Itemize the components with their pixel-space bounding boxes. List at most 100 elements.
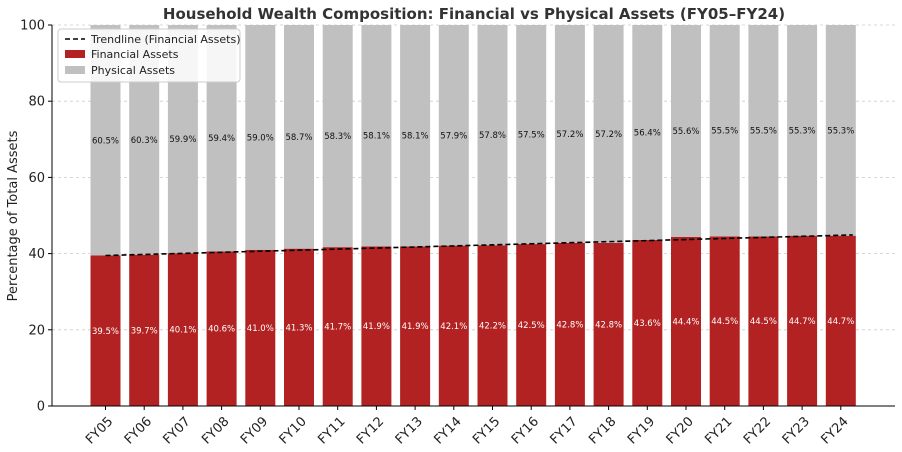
x-tick-label: FY16 — [509, 414, 542, 447]
x-tick-label: FY24 — [818, 414, 851, 447]
financial-bar — [748, 236, 779, 406]
physical-bar — [516, 25, 547, 245]
x-tick-label: FY12 — [354, 414, 387, 447]
trendline — [105, 234, 853, 257]
financial-data-label: 40.6% — [208, 325, 235, 335]
financial-data-label: 41.7% — [324, 323, 351, 333]
physical-data-label: 58.1% — [402, 132, 429, 142]
financial-data-label: 44.7% — [789, 317, 816, 327]
financial-bar — [90, 255, 121, 406]
physical-data-label: 60.5% — [92, 136, 119, 146]
y-axis-label: Percentage of Total Assets — [6, 130, 21, 301]
physical-data-label: 55.5% — [711, 127, 738, 137]
x-tick-label: FY23 — [780, 414, 813, 447]
financial-bar — [554, 242, 585, 406]
financial-bar — [400, 246, 431, 406]
financial-bar — [167, 253, 198, 406]
financial-bar — [825, 235, 856, 406]
physical-data-label: 57.5% — [518, 131, 545, 141]
financial-bar — [322, 247, 353, 406]
y-tick-label: 0 — [37, 400, 45, 415]
financial-data-label: 41.0% — [247, 324, 274, 334]
x-tick-label: FY05 — [83, 414, 116, 447]
x-tick-label: FY13 — [393, 414, 426, 447]
physical-data-label: 57.9% — [440, 131, 467, 141]
y-tick-label: 100 — [20, 19, 45, 34]
physical-bar — [671, 25, 701, 237]
physical-data-label: 55.6% — [672, 127, 699, 137]
financial-data-label: 42.2% — [479, 322, 506, 332]
financial-bar — [709, 236, 740, 406]
physical-data-label: 55.3% — [789, 126, 816, 136]
financial-bar — [361, 246, 392, 406]
financial-data-label: 41.9% — [363, 322, 390, 332]
x-tick-label: FY08 — [199, 414, 232, 447]
physical-bar — [477, 25, 508, 246]
physical-bar — [322, 25, 353, 248]
physical-data-label: 59.9% — [169, 135, 196, 145]
financial-data-label: 44.7% — [827, 317, 854, 327]
y-tick-label: 20 — [28, 323, 45, 338]
legend-physical-swatch — [65, 66, 85, 74]
financial-bar — [632, 239, 663, 406]
financial-bar — [516, 244, 547, 406]
financial-bar — [129, 254, 160, 406]
financial-data-label: 39.5% — [92, 327, 119, 337]
physical-bar — [748, 25, 779, 237]
chart-title: Household Wealth Composition: Financial … — [163, 5, 785, 23]
x-tick-label: FY20 — [664, 414, 697, 447]
physical-bar — [787, 25, 818, 236]
financial-data-label: 40.1% — [169, 326, 196, 336]
x-tick-label: FY07 — [161, 414, 194, 447]
physical-data-label: 58.3% — [324, 132, 351, 142]
legend-trendline-label: Trendline (Financial Assets) — [90, 33, 241, 46]
physical-data-label: 56.4% — [634, 128, 661, 138]
physical-bar — [554, 25, 585, 243]
physical-bar — [361, 25, 392, 247]
x-tick-label: FY14 — [431, 414, 464, 447]
x-tick-label: FY21 — [702, 414, 735, 447]
physical-bar — [825, 25, 856, 236]
financial-data-label: 44.5% — [711, 317, 738, 327]
financial-data-label: 41.3% — [285, 323, 312, 333]
financial-data-label: 44.4% — [672, 317, 699, 327]
x-tick-label: FY15 — [470, 414, 503, 447]
legend-box — [57, 28, 241, 83]
x-tick-label: FY19 — [625, 414, 658, 447]
physical-bar — [593, 25, 624, 243]
financial-data-label: 42.5% — [518, 321, 545, 331]
financial-data-label: 42.8% — [595, 320, 622, 330]
physical-data-label: 59.0% — [247, 133, 274, 143]
financial-bar — [671, 236, 701, 406]
legend-physical-label: Physical Assets — [91, 64, 175, 77]
financial-data-label: 44.5% — [750, 317, 777, 327]
financial-bar — [206, 251, 237, 406]
y-tick-label: 80 — [28, 95, 45, 110]
physical-bar — [632, 25, 663, 240]
financial-bar — [787, 235, 818, 406]
physical-bar — [245, 25, 276, 250]
x-tick-label: FY11 — [315, 414, 348, 447]
physical-data-label: 59.4% — [208, 134, 235, 144]
y-tick-label: 60 — [28, 171, 45, 186]
physical-data-label: 55.3% — [827, 126, 854, 136]
x-tick-label: FY17 — [548, 414, 581, 447]
financial-data-label: 39.7% — [131, 326, 158, 336]
y-tick-label: 40 — [28, 247, 45, 262]
financial-data-label: 42.8% — [556, 320, 583, 330]
financial-bar — [245, 249, 276, 406]
financial-data-label: 42.1% — [440, 322, 467, 332]
x-tick-label: FY10 — [277, 414, 310, 447]
x-tick-label: FY06 — [122, 414, 155, 447]
financial-bar — [593, 242, 624, 406]
financial-data-label: 41.9% — [402, 322, 429, 332]
physical-data-label: 55.5% — [750, 127, 777, 137]
financial-data-label: 43.6% — [634, 319, 661, 329]
physical-data-label: 57.2% — [556, 130, 583, 140]
physical-bar — [438, 25, 469, 246]
x-tick-label: FY22 — [741, 414, 774, 447]
physical-bar — [400, 25, 431, 247]
physical-data-label: 58.7% — [285, 133, 312, 143]
